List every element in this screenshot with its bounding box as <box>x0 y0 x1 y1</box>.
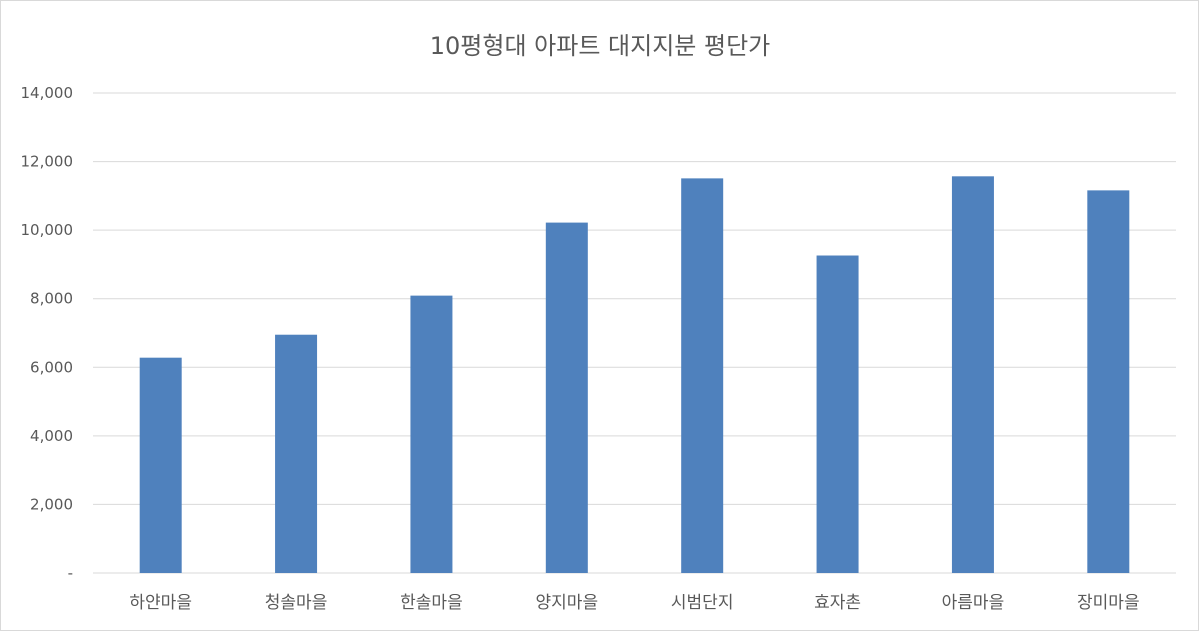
y-tick-label: 10,000 <box>21 221 74 239</box>
bar <box>951 176 994 574</box>
y-tick-label: 12,000 <box>21 153 74 171</box>
bar <box>275 334 318 573</box>
bars <box>139 176 1130 574</box>
gridlines <box>93 92 1176 574</box>
category-label: 아름마을 <box>942 593 1005 613</box>
category-label: 양지마을 <box>536 593 599 613</box>
bar <box>816 255 859 573</box>
bar <box>545 222 588 573</box>
bar <box>1087 190 1130 573</box>
y-tick-label: 8,000 <box>30 290 73 308</box>
bar <box>139 357 182 573</box>
y-tick-label: 2,000 <box>30 495 73 513</box>
category-label: 장미마을 <box>1077 593 1140 613</box>
category-label: 시범단지 <box>671 593 734 613</box>
y-tick-label: - <box>68 564 73 582</box>
category-label: 하얀마을 <box>129 593 192 613</box>
x-axis-categories: 하얀마을 청솔마을 한솔마을 양지마을 시범단지 효자촌 아름마을 장미마을 <box>129 593 1139 613</box>
y-axis-ticks: - 2,000 4,000 6,000 8,000 10,000 12,000 14,000 <box>21 84 74 582</box>
y-tick-label: 6,000 <box>30 358 73 376</box>
bar <box>410 295 453 573</box>
category-label: 효자촌 <box>814 593 861 613</box>
y-tick-label: 4,000 <box>30 427 73 445</box>
category-label: 한솔마을 <box>400 593 463 613</box>
bar <box>681 178 724 573</box>
category-label: 청솔마을 <box>265 593 328 613</box>
chart-title: 10평형대 아파트 대지지분 평단가 <box>430 32 770 60</box>
y-tick-label: 14,000 <box>21 84 74 102</box>
